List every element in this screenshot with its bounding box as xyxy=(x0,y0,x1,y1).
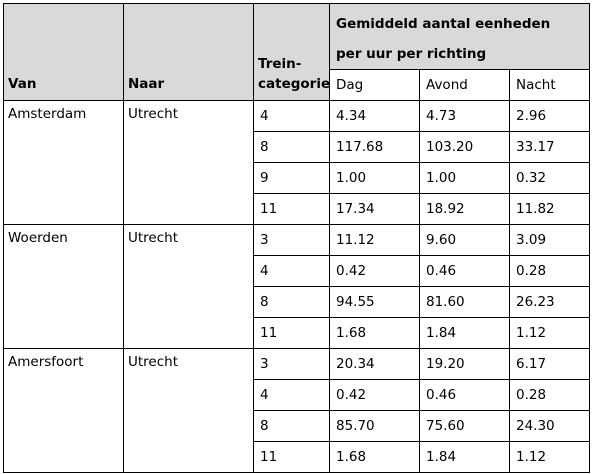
table-row: Amersfoort Utrecht 3 20.34 19.20 6.17 xyxy=(3,348,590,473)
cell-nacht: 0.32 xyxy=(509,162,590,194)
cell-nacht: 0.28 xyxy=(509,379,590,411)
cell-naar: Utrecht xyxy=(123,100,254,225)
header-row-sub: Dag Avond Nacht xyxy=(4,69,590,101)
table-row: 11 17.34 18.92 11.82 xyxy=(4,193,590,225)
cell-avond: 19.20 xyxy=(419,348,510,380)
cell-categorie: 9 xyxy=(253,162,330,194)
cell-van: Woerden xyxy=(3,224,124,349)
cell-categorie: 4 xyxy=(253,100,330,132)
cell-dag: 1.68 xyxy=(329,317,420,349)
cell-dag: 11.12 xyxy=(329,224,420,256)
cell-dag: 0.42 xyxy=(329,379,420,411)
table-body: Amsterdam Utrecht 4 4.34 4.73 2.96 8 117… xyxy=(3,100,590,473)
cell-dag: 17.34 xyxy=(329,193,420,225)
cell-categorie: 11 xyxy=(253,441,330,473)
cell-nacht: 0.28 xyxy=(509,255,590,287)
table-row: 11 1.68 1.84 1.12 xyxy=(4,441,590,473)
cell-avond: 1.84 xyxy=(419,441,510,473)
cell-dag: 0.42 xyxy=(329,255,420,287)
table-row: 4 0.42 0.46 0.28 xyxy=(4,379,590,411)
cell-nacht: 6.17 xyxy=(509,348,590,380)
cell-categorie: 8 xyxy=(253,410,330,442)
cell-dag: 117.68 xyxy=(329,131,420,163)
cell-categorie: 11 xyxy=(253,317,330,349)
cell-avond: 0.46 xyxy=(419,379,510,411)
header-row-top: Van Naar Trein-categorie Gemiddeld aanta… xyxy=(3,3,590,101)
cell-van: Amersfoort xyxy=(3,348,124,473)
cell-naar: Utrecht xyxy=(123,348,254,473)
header-categorie-line2: categorie xyxy=(258,76,330,92)
cell-categorie: 8 xyxy=(253,286,330,318)
table-row: Amsterdam Utrecht 4 4.34 4.73 2.96 xyxy=(3,100,590,225)
cell-categorie: 3 xyxy=(253,348,330,380)
cell-nacht: 1.12 xyxy=(509,317,590,349)
header-categorie-line1: Trein- xyxy=(258,56,302,72)
cell-categorie: 3 xyxy=(253,224,330,256)
cell-avond: 81.60 xyxy=(419,286,510,318)
cell-nacht: 24.30 xyxy=(509,410,590,442)
header-avond: Avond xyxy=(419,69,510,101)
cell-categorie: 4 xyxy=(253,379,330,411)
cell-dag: 20.34 xyxy=(329,348,420,380)
cell-categorie: 4 xyxy=(253,255,330,287)
cell-avond: 0.46 xyxy=(419,255,510,287)
cell-dag: 4.34 xyxy=(329,100,420,132)
cell-nacht: 2.96 xyxy=(509,100,590,132)
table-row: 8 85.70 75.60 24.30 xyxy=(4,410,590,442)
header-group-line1: Gemiddeld aantal eenheden xyxy=(336,16,551,32)
cell-avond: 9.60 xyxy=(419,224,510,256)
cell-nacht: 1.12 xyxy=(509,441,590,473)
header-treincategorie: Trein-categorie xyxy=(253,3,330,101)
table-row: 8 94.55 81.60 26.23 xyxy=(4,286,590,318)
cell-naar: Utrecht xyxy=(123,224,254,349)
train-units-table: Van Naar Trein-categorie Gemiddeld aanta… xyxy=(3,3,590,473)
header-dag: Dag xyxy=(329,69,420,101)
cell-dag: 94.55 xyxy=(329,286,420,318)
cell-nacht: 3.09 xyxy=(509,224,590,256)
header-naar: Naar xyxy=(123,3,254,101)
table-header: Van Naar Trein-categorie Gemiddeld aanta… xyxy=(3,3,590,101)
cell-avond: 1.00 xyxy=(419,162,510,194)
cell-van: Amsterdam xyxy=(3,100,124,225)
header-van: Van xyxy=(3,3,124,101)
table-row: Woerden Utrecht 3 11.12 9.60 3.09 xyxy=(3,224,590,349)
cell-avond: 1.84 xyxy=(419,317,510,349)
cell-nacht: 11.82 xyxy=(509,193,590,225)
header-gemiddeld-group: Gemiddeld aantal eenheden per uur per ric… xyxy=(329,3,590,70)
cell-categorie: 8 xyxy=(253,131,330,163)
cell-dag: 85.70 xyxy=(329,410,420,442)
header-nacht: Nacht xyxy=(509,69,590,101)
cell-nacht: 26.23 xyxy=(509,286,590,318)
cell-dag: 1.00 xyxy=(329,162,420,194)
cell-nacht: 33.17 xyxy=(509,131,590,163)
header-group-line2: per uur per richting xyxy=(336,46,487,62)
table-row: 8 117.68 103.20 33.17 xyxy=(4,131,590,163)
cell-dag: 1.68 xyxy=(329,441,420,473)
cell-avond: 18.92 xyxy=(419,193,510,225)
cell-categorie: 11 xyxy=(253,193,330,225)
cell-avond: 4.73 xyxy=(419,100,510,132)
cell-avond: 75.60 xyxy=(419,410,510,442)
table-row: 4 0.42 0.46 0.28 xyxy=(4,255,590,287)
cell-avond: 103.20 xyxy=(419,131,510,163)
